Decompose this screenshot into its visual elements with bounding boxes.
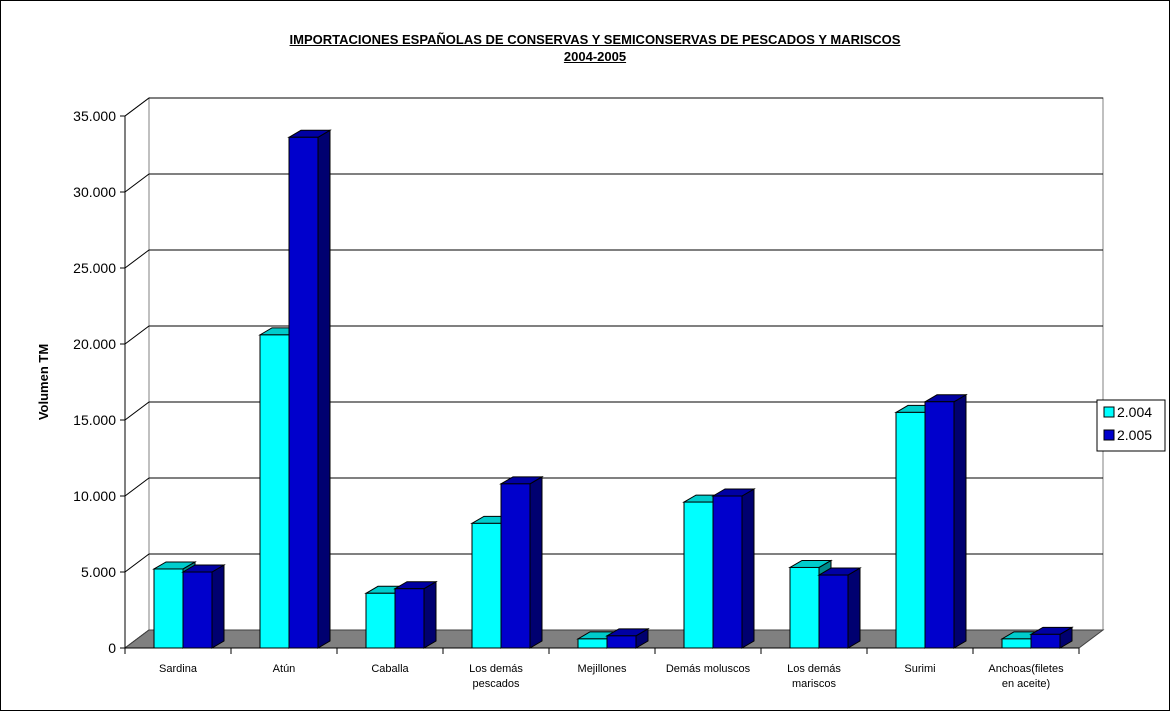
y-tick-label: 15.000 — [73, 412, 116, 428]
bar — [394, 588, 425, 649]
bar — [365, 592, 396, 649]
y-tick-label: 25.000 — [73, 260, 116, 276]
bar — [924, 401, 955, 649]
x-tick-label: Sardina — [159, 663, 198, 675]
bar — [789, 566, 820, 649]
x-tick-label-line: Anchoas(filetes — [988, 663, 1064, 675]
bar — [153, 568, 184, 649]
bar — [712, 495, 743, 649]
bar — [288, 136, 319, 649]
bar — [1030, 633, 1061, 649]
x-tick-label: Los demás pescados — [469, 663, 523, 690]
bar — [606, 635, 637, 649]
bar — [818, 574, 849, 649]
x-tick-label-line: Caballa — [371, 663, 409, 675]
gridline — [124, 97, 1103, 117]
y-tick-label: 10.000 — [73, 488, 116, 504]
x-tick-label-line: pescados — [472, 678, 520, 690]
x-tick-label: Anchoas(filetes en aceite) — [988, 663, 1064, 690]
bar-side — [423, 580, 437, 649]
bar — [895, 411, 926, 649]
y-tick-label: 5.000 — [81, 564, 116, 580]
chart-title-block: IMPORTACIONES ESPAÑOLAS DE CONSERVAS Y S… — [0, 31, 1170, 65]
x-tick-label-line: Los demás — [787, 663, 841, 675]
bar — [471, 522, 502, 649]
bar — [500, 483, 531, 649]
x-tick-label: Mejillones — [578, 663, 627, 675]
legend-label: 2.005 — [1117, 427, 1152, 443]
chart-subtitle: 2004-2005 — [563, 49, 627, 64]
bar-side — [211, 564, 225, 649]
gridline — [124, 173, 1103, 193]
x-tick-label: Atún — [273, 663, 296, 675]
y-tick-label: 0 — [108, 640, 116, 656]
bar — [1001, 638, 1032, 649]
x-tick-label-line: Mejillones — [578, 663, 627, 675]
x-tick-label: Demás moluscos — [666, 663, 751, 675]
x-tick-label-line: mariscos — [792, 678, 837, 690]
bar-side — [953, 393, 967, 649]
bar — [683, 501, 714, 649]
legend-label: 2.004 — [1117, 404, 1152, 420]
chart-title: IMPORTACIONES ESPAÑOLAS DE CONSERVAS Y S… — [289, 32, 901, 47]
gridline — [124, 325, 1103, 345]
y-axis-label: Volumen TM — [36, 344, 51, 420]
x-tick-label: Surimi — [904, 663, 935, 675]
x-tick-label-line: Atún — [273, 663, 296, 675]
bar — [577, 638, 608, 649]
x-tick-label-line: Los demás — [469, 663, 523, 675]
bar-side — [317, 129, 331, 649]
side-wall — [124, 97, 150, 649]
x-tick-label-line: Surimi — [904, 663, 935, 675]
y-tick-label: 20.000 — [73, 336, 116, 352]
bar — [182, 571, 213, 649]
bar — [259, 334, 290, 649]
bar-side — [741, 488, 755, 649]
bar-side — [847, 567, 861, 649]
x-tick-label-line: Demás moluscos — [666, 663, 751, 675]
y-tick-label: 30.000 — [73, 184, 116, 200]
x-tick-label-line: en aceite) — [1002, 678, 1050, 690]
x-tick-label-line: Sardina — [159, 663, 198, 675]
gridline — [124, 553, 1103, 573]
x-tick-label: Los demás mariscos — [787, 663, 841, 690]
gridline — [124, 477, 1103, 497]
x-tick-label: Caballa — [371, 663, 409, 675]
bar-side — [529, 475, 543, 649]
y-tick-label: 35.000 — [73, 108, 116, 124]
legend-swatch — [1103, 406, 1115, 418]
legend-swatch — [1103, 429, 1115, 441]
gridline — [124, 249, 1103, 269]
gridline — [124, 401, 1103, 421]
